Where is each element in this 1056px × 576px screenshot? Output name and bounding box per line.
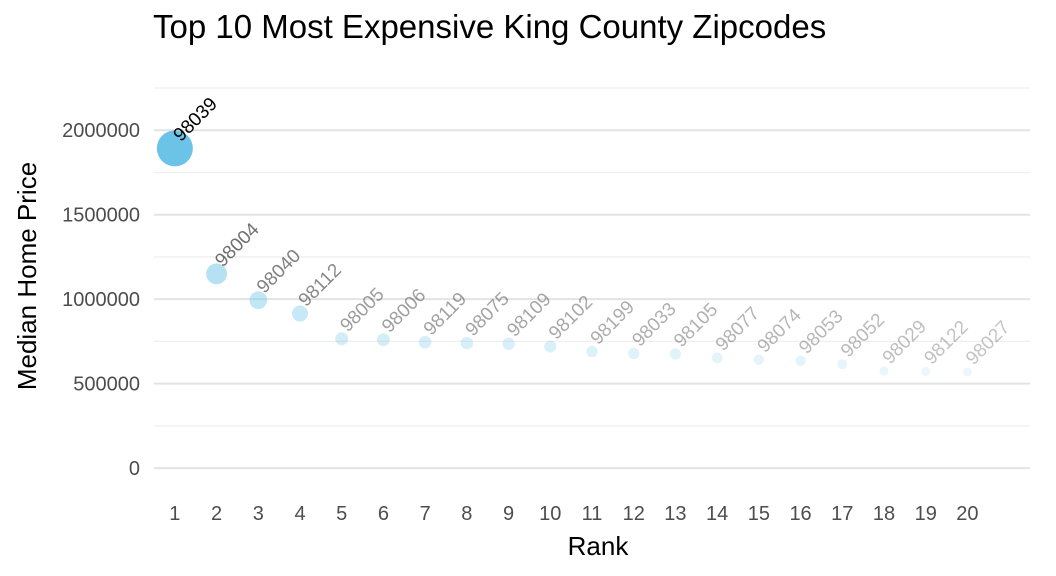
point-label-98006: 98006 [378,285,430,337]
data-point-98074 [753,354,765,365]
data-point-98109 [502,337,515,350]
x-tick-label: 5 [336,503,347,525]
data-point-98075 [460,336,474,350]
y-axis-title: Median Home Price [12,162,42,390]
data-point-98077 [711,352,723,364]
point-label-98122: 98122 [920,317,972,369]
y-tick-label: 1000000 [62,289,140,311]
point-label-98119: 98119 [420,289,471,340]
x-axis-ticks: 1 2 3 4 5 6 7 8 9 10 11 12 13 14 15 16 17 18 19 20 [169,503,978,525]
data-point-98040 [249,291,268,310]
x-tick-label: 6 [378,503,389,525]
x-tick-label: 3 [253,503,264,525]
y-tick-label: 0 [129,458,140,480]
data-point-98029 [879,366,889,376]
x-tick-label: 20 [956,503,978,525]
x-tick-label: 19 [915,503,937,525]
point-label-98033: 98033 [628,299,680,351]
point-label-98005: 98005 [336,284,388,336]
x-axis-title: Rank [568,531,630,561]
x-tick-label: 11 [582,503,603,525]
x-tick-label: 9 [503,503,514,525]
data-point-98112 [291,305,309,322]
point-label-98075: 98075 [462,288,514,340]
y-axis-ticks: 0 500000 1000000 1500000 2000000 [62,120,140,480]
grid-lines [154,87,1030,470]
data-point-98004 [206,263,227,285]
x-tick-label: 12 [623,503,645,525]
y-tick-label: 2000000 [62,120,140,142]
point-label-98112: 98112 [295,260,346,311]
data-point-98027 [962,367,972,377]
point-label-98074: 98074 [754,305,807,358]
y-tick-label: 500000 [73,374,140,396]
data-point-98033 [628,347,640,360]
data-point-98053 [795,355,806,366]
point-label-98039: 98039 [170,94,222,146]
data-point-98102 [544,340,557,353]
x-tick-label: 14 [706,503,728,525]
x-tick-label: 18 [873,503,895,525]
point-label-98040: 98040 [253,246,305,298]
y-tick-label: 1500000 [62,205,140,227]
x-tick-label: 8 [461,503,472,525]
chart-title: Top 10 Most Expensive King County Zipcod… [153,8,827,45]
x-tick-label: 16 [789,503,811,525]
data-point-98005 [335,332,349,346]
data-points [156,130,972,377]
point-label-98004: 98004 [211,219,264,272]
x-tick-label: 17 [831,503,853,525]
point-label-98077: 98077 [712,303,764,355]
x-tick-label: 13 [664,503,686,525]
x-tick-label: 15 [748,503,770,525]
data-point-98105 [669,348,682,360]
x-tick-label: 2 [211,503,222,525]
data-point-98039 [156,130,193,167]
x-tick-label: 10 [539,503,561,525]
x-tick-label: 4 [294,503,305,525]
data-point-98006 [376,333,390,347]
data-point-98119 [418,335,432,349]
x-tick-label: 1 [169,503,180,525]
x-tick-label: 7 [420,503,431,525]
point-label-98109: 98109 [503,289,555,341]
point-label-98027: 98027 [962,317,1014,369]
data-point-98199 [586,345,598,358]
point-labels: 98039 98004980409811298005980069811998075… [170,94,1015,370]
data-point-98052 [837,359,848,370]
data-point-98122 [921,366,931,376]
